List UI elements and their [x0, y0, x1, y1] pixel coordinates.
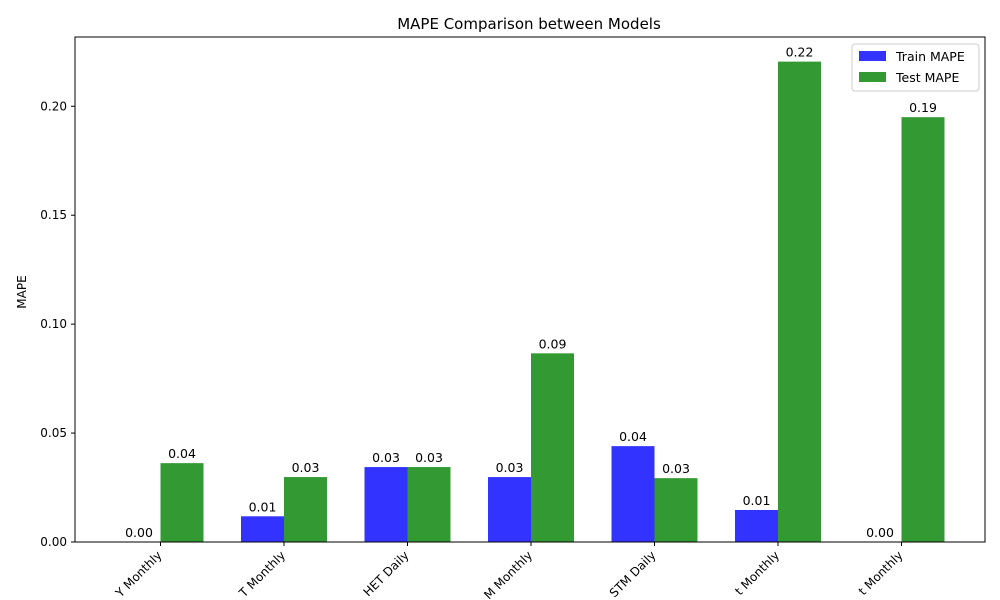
legend-swatch-train [859, 51, 886, 61]
test-value-label-0: 0.04 [168, 446, 196, 461]
legend-label-train: Train MAPE [895, 49, 965, 64]
x-tick-label-0: Y Monthly [112, 548, 164, 600]
train-value-label-2: 0.03 [372, 450, 400, 465]
x-tick-label-5: t Monthly [732, 548, 782, 598]
test-bar-4 [654, 478, 698, 542]
x-tick-label-4: STM Daily [607, 548, 659, 600]
legend-label-test: Test MAPE [895, 70, 959, 85]
x-tick-label-1: T Monthly [236, 548, 288, 600]
y-tick-label-0: 0.00 [40, 535, 67, 549]
train-value-label-3: 0.03 [496, 460, 524, 475]
value-labels-layer: 0.00 0.01 0.03 0.03 0.04 0.01 0.00 0.04 0.03 0.03… [125, 45, 937, 540]
legend-swatch-test [859, 72, 886, 82]
x-axis: Y Monthly T Monthly HET Daily M Monthly STM … [112, 542, 906, 600]
test-value-label-4: 0.03 [662, 461, 690, 476]
test-bar-2 [407, 467, 451, 542]
train-value-label-4: 0.04 [619, 429, 647, 444]
test-value-label-5: 0.22 [786, 45, 814, 60]
test-bar-5 [778, 61, 821, 543]
x-tick-label-3: M Monthly [481, 548, 535, 600]
y-axis: 0.00 0.05 0.10 0.15 0.20 [40, 99, 75, 549]
train-value-label-5: 0.01 [743, 493, 771, 508]
y-tick-label-3: 0.15 [40, 208, 67, 222]
plot-frame [74, 36, 986, 543]
test-value-label-1: 0.03 [292, 460, 320, 475]
test-bar-6 [901, 117, 945, 543]
test-value-label-6: 0.19 [909, 100, 937, 115]
train-bar-3 [488, 477, 531, 542]
test-bar-3 [531, 353, 574, 542]
x-tick-label-6: t Monthly [856, 548, 906, 598]
train-bar-5 [735, 509, 778, 542]
train-value-label-0: 0.00 [125, 525, 153, 540]
train-bar-2 [364, 467, 408, 542]
train-bar-4 [611, 446, 655, 542]
train-bar-1 [241, 516, 284, 542]
y-axis-label: MAPE [15, 275, 29, 308]
test-value-label-2: 0.03 [415, 450, 443, 465]
test-bar-0 [160, 463, 204, 542]
bars-layer [160, 61, 945, 543]
y-tick-label-2: 0.10 [40, 317, 67, 331]
train-value-label-1: 0.01 [249, 499, 277, 514]
legend: Train MAPE Test MAPE [851, 43, 980, 92]
x-tick-label-2: HET Daily [361, 548, 412, 599]
test-value-label-3: 0.09 [539, 336, 567, 351]
y-tick-label-4: 0.20 [40, 99, 67, 113]
chart-title: MAPE Comparison between Models [397, 15, 661, 33]
y-tick-label-1: 0.05 [40, 426, 67, 440]
train-value-label-6: 0.00 [866, 525, 894, 540]
test-bar-1 [284, 477, 327, 542]
